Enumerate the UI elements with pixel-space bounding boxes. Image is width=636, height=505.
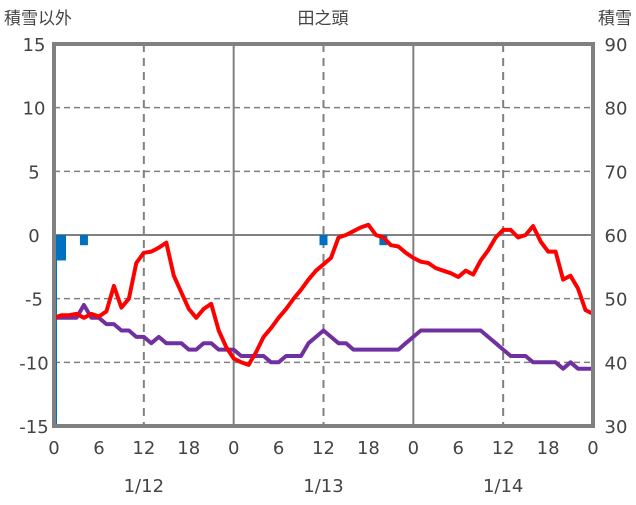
x-tick-label: 0 — [408, 438, 419, 459]
x-tick-label: 12 — [492, 438, 515, 459]
x-tick-label: 6 — [453, 438, 464, 459]
left-tick-label: -10 — [19, 353, 48, 374]
plot-frame — [52, 42, 595, 428]
x-tick-label: 0 — [228, 438, 239, 459]
x-tick-label: 6 — [273, 438, 284, 459]
right-tick-label: 50 — [605, 290, 628, 311]
x-tick-label: 12 — [312, 438, 335, 459]
left-tick-label: 10 — [23, 99, 46, 120]
right-axis-title: 積雪 — [598, 9, 632, 29]
left-axis-title: 積雪以外 — [4, 9, 72, 29]
x-tick-label: 18 — [177, 438, 200, 459]
x-tick-label: 18 — [357, 438, 380, 459]
date-label: 1/14 — [483, 476, 523, 497]
date-label: 1/12 — [124, 476, 164, 497]
snow-depth-line — [54, 303, 593, 371]
x-tick-label: 0 — [587, 438, 598, 459]
right-tick-label: 40 — [605, 353, 628, 374]
left-tick-label: 0 — [28, 226, 39, 247]
left-tick-label: 15 — [23, 35, 46, 56]
temperature-line — [53, 222, 594, 367]
x-tick-label: 12 — [132, 438, 155, 459]
precipitation-bar — [79, 235, 88, 246]
date-label: 1/13 — [303, 476, 343, 497]
right-tick-label: 90 — [605, 35, 628, 56]
right-tick-label: 30 — [605, 417, 628, 438]
right-tick-label: 80 — [605, 99, 628, 120]
chart-title: 田之頭 — [298, 9, 349, 29]
left-tick-label: -15 — [19, 417, 48, 438]
right-tick-label: 70 — [605, 162, 628, 183]
left-tick-label: 5 — [28, 162, 39, 183]
x-tick-label: 0 — [48, 438, 59, 459]
x-tick-label: 18 — [537, 438, 560, 459]
precipitation-bar — [319, 235, 328, 246]
left-tick-label: -5 — [25, 290, 43, 311]
x-tick-label: 6 — [93, 438, 104, 459]
right-tick-label: 60 — [605, 226, 628, 247]
precipitation-bar — [56, 235, 66, 261]
